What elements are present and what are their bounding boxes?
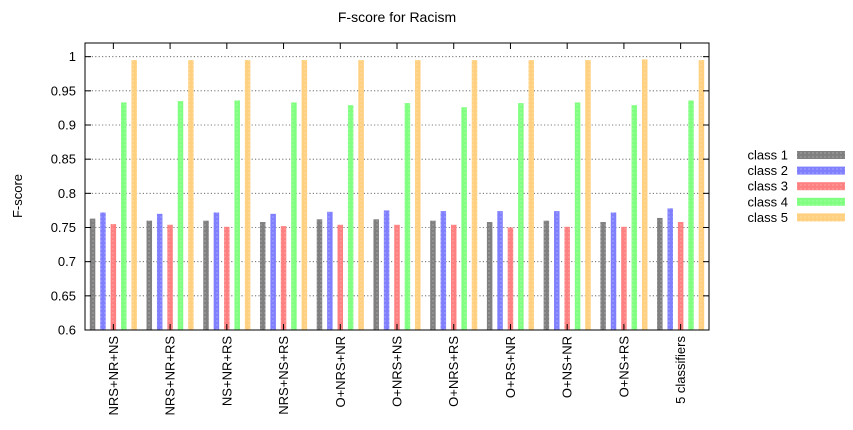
legend-label: class 2 <box>748 163 788 178</box>
legend-swatch-texture <box>797 182 845 191</box>
bar-texture <box>234 100 240 331</box>
bar-texture <box>394 224 400 330</box>
bar-texture <box>528 60 535 330</box>
bar-texture <box>213 212 220 330</box>
y-tick-label: 0.7 <box>58 254 76 269</box>
bar-texture <box>688 100 694 331</box>
legend-swatch-texture <box>797 166 845 175</box>
y-tick-label: 0.95 <box>51 83 76 98</box>
bar-texture <box>657 217 663 330</box>
y-tick-label: 0.75 <box>51 220 76 235</box>
bar-texture <box>610 212 617 330</box>
bar-texture <box>641 59 648 331</box>
bar-texture <box>554 211 560 330</box>
bar-texture <box>600 222 606 330</box>
bar-texture <box>131 60 137 330</box>
bar-texture <box>89 218 96 330</box>
bar-texture <box>203 220 209 330</box>
x-tick-label: O+NRS+RS <box>446 336 461 407</box>
bar-texture <box>698 60 705 330</box>
bar-texture <box>543 220 550 330</box>
y-axis-label: F-score <box>10 174 25 218</box>
bar-texture <box>280 226 287 330</box>
bar-texture <box>461 107 467 330</box>
bar-texture <box>224 226 230 330</box>
y-tick-label: 0.8 <box>58 186 76 201</box>
bar-texture <box>316 219 323 330</box>
y-tick-label: 0.6 <box>58 323 76 338</box>
chart-title: F-score for Racism <box>338 9 456 25</box>
bar-texture <box>188 60 194 330</box>
bar-texture <box>507 227 514 330</box>
x-tick-label: O+NS+NR <box>560 336 575 398</box>
y-tick-label: 0.9 <box>58 118 76 133</box>
legend-swatch-texture <box>797 213 845 222</box>
bars-layer <box>89 59 705 331</box>
legend-label: class 4 <box>748 194 788 209</box>
y-ticks: 0.6 0.65 0.7 0.75 0.8 0.85 0.9 0.95 1 <box>51 49 709 338</box>
bar-texture <box>621 226 627 330</box>
bar-texture <box>177 101 184 330</box>
bar-texture <box>440 211 447 330</box>
bar-texture <box>327 211 333 330</box>
bar-texture <box>518 103 524 330</box>
x-tick-label: O+NRS+NS <box>390 336 405 407</box>
bar-texture <box>564 226 570 330</box>
bar-texture <box>347 105 354 330</box>
y-tick-label: 0.65 <box>51 288 76 303</box>
bar-texture <box>259 222 266 330</box>
x-tick-label: O+RS+NR <box>503 336 518 398</box>
bar-texture <box>270 213 276 330</box>
bar-texture <box>110 224 117 330</box>
bar-texture <box>574 102 581 330</box>
bar-texture <box>486 222 493 330</box>
bar-texture <box>430 220 436 330</box>
bar-texture <box>677 222 684 330</box>
legend-swatch-texture <box>797 197 845 206</box>
bar-texture <box>497 211 503 330</box>
x-tick-label: NS+NR+RS <box>219 336 234 406</box>
y-tick-label: 0.85 <box>51 152 76 167</box>
bar-texture <box>337 224 344 330</box>
bar-texture <box>156 213 163 330</box>
bar-texture <box>383 210 390 330</box>
bar-texture <box>301 60 308 330</box>
legend-label: class 5 <box>748 210 788 225</box>
x-tick-label: NRS+NR+NS <box>106 336 121 416</box>
bar-texture <box>121 102 127 330</box>
bar-texture <box>404 103 411 330</box>
x-tick-label: 5 classifiers <box>673 336 688 404</box>
legend-label: class 1 <box>748 148 788 163</box>
bar-texture <box>100 212 106 330</box>
bar-texture <box>358 60 364 330</box>
bar-texture <box>631 105 638 330</box>
bar-texture <box>450 224 457 330</box>
bar-texture <box>471 60 478 330</box>
x-tick-label: NRS+NR+RS <box>163 336 178 416</box>
x-tick-label: O+NRS+NR <box>333 336 348 408</box>
bar-texture <box>373 219 379 330</box>
legend-label: class 3 <box>748 179 788 194</box>
bar-texture <box>244 60 251 330</box>
x-ticks: NRS+NR+NS NRS+NR+RS NS+NR+RS NRS+NS+RS O+NRS… <box>106 43 688 415</box>
legend-swatch-texture <box>797 151 845 159</box>
bar-texture <box>667 208 673 330</box>
x-tick-label: NRS+NS+RS <box>276 336 291 415</box>
bar-texture <box>415 60 421 330</box>
bar-texture <box>291 102 297 330</box>
bar-texture <box>585 60 591 330</box>
bar-texture <box>167 224 173 330</box>
y-tick-label: 1 <box>69 49 76 64</box>
x-tick-label: O+NS+RS <box>616 336 631 398</box>
bar-texture <box>146 220 153 330</box>
